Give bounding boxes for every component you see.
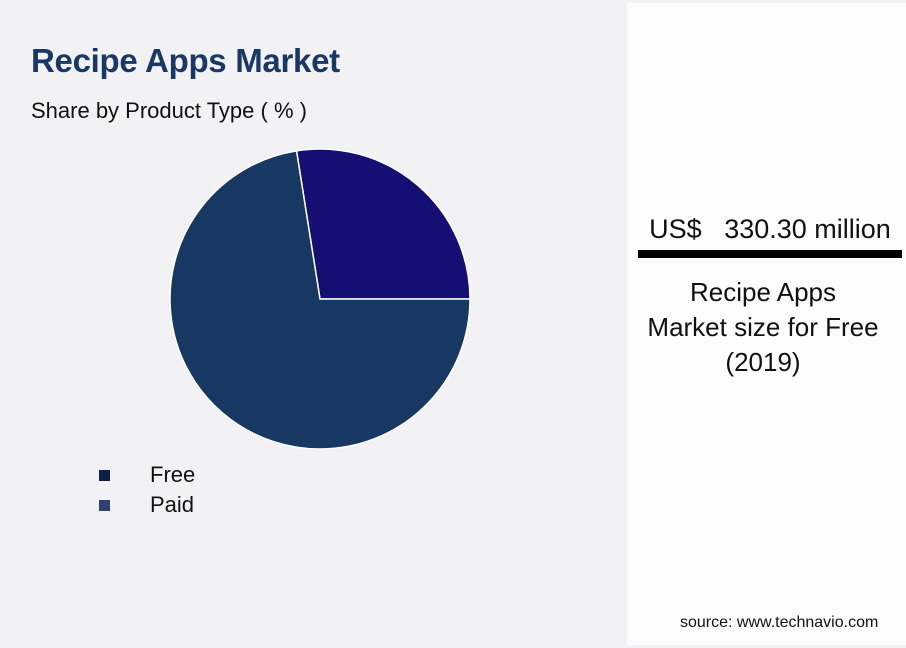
pie-chart (169, 148, 471, 450)
pie-slice-free (169, 150, 471, 450)
legend-swatch-free (99, 470, 110, 481)
legend-label: Paid (150, 492, 195, 517)
caption-line: Market size for Free (647, 312, 879, 342)
stat-panel (627, 3, 906, 645)
pie-slice-paid (295, 148, 471, 300)
pie-slices (169, 148, 471, 450)
chart-title: Recipe Apps Market (31, 42, 340, 79)
market-size-value: US$ 330.30 million (649, 214, 891, 244)
chart-subtitle: Share by Product Type ( % ) (31, 98, 307, 123)
caption-line: Recipe Apps (690, 277, 836, 307)
caption-line: (2019) (725, 347, 801, 377)
source-credit: source: www.technavio.com (680, 614, 879, 631)
market-size-caption: Recipe Apps Market size for Free (2019) (630, 275, 896, 380)
legend-label: Free (150, 462, 196, 487)
divider (638, 250, 902, 258)
legend-swatch-paid (99, 500, 110, 511)
